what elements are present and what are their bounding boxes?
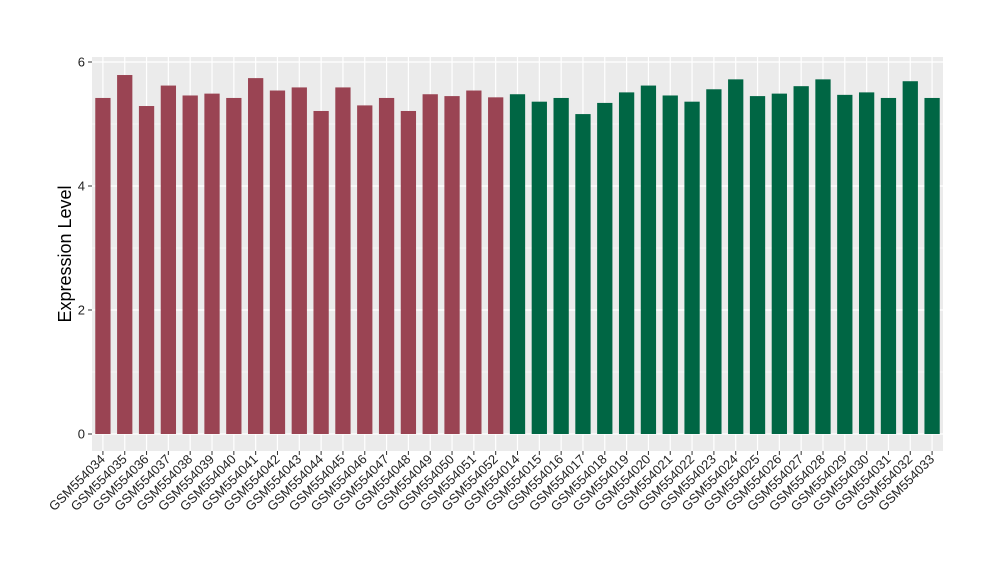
- bar-GSM554035: [117, 75, 133, 435]
- bar-GSM554050: [444, 96, 460, 434]
- bar-GSM554037: [160, 85, 177, 434]
- bar-GSM554046: [357, 105, 373, 435]
- bar-GSM554051: [466, 90, 482, 435]
- bar-GSM554040: [226, 97, 242, 435]
- bar-GSM554048: [400, 110, 417, 434]
- bar-GSM554041: [248, 78, 264, 435]
- bar-GSM554025: [749, 96, 766, 434]
- bar-GSM554026: [771, 93, 787, 435]
- bar-GSM554019: [618, 92, 635, 434]
- bar-GSM554033: [924, 97, 940, 435]
- y-tick-label: 4: [78, 179, 85, 194]
- y-tick-label: 6: [78, 55, 85, 70]
- bar-GSM554047: [378, 97, 395, 435]
- bar-GSM554030: [858, 92, 875, 434]
- bar-GSM554038: [182, 95, 198, 434]
- bar-GSM554034: [95, 97, 111, 435]
- bar-GSM554023: [706, 89, 722, 434]
- bar-GSM554022: [684, 101, 700, 435]
- bar-GSM554039: [204, 93, 220, 435]
- bar-GSM554027: [793, 86, 809, 435]
- bar-GSM554032: [902, 81, 918, 434]
- bar-GSM554042: [269, 90, 286, 435]
- bar-GSM554043: [291, 87, 307, 435]
- bar-GSM554021: [662, 95, 678, 434]
- x-axis: GSM554034GSM554035GSM554036GSM554037GSM5…: [46, 451, 937, 514]
- bar-GSM554052: [488, 97, 504, 434]
- bar-GSM554020: [640, 85, 657, 434]
- bars: [95, 75, 940, 435]
- bar-GSM554049: [422, 94, 438, 435]
- bar-GSM554036: [138, 106, 155, 435]
- y-tick-label: 0: [78, 427, 85, 442]
- bar-GSM554018: [597, 102, 613, 435]
- bar-GSM554017: [575, 114, 591, 434]
- bar-GSM554014: [509, 94, 526, 435]
- bar-GSM554024: [728, 79, 744, 435]
- bar-GSM554028: [815, 79, 831, 435]
- y-tick-label: 2: [78, 303, 85, 318]
- y-axis-title: Expression Level: [55, 185, 75, 322]
- bar-GSM554031: [880, 97, 897, 435]
- bar-GSM554044: [313, 110, 329, 434]
- bar-GSM554016: [553, 97, 569, 435]
- bar-GSM554029: [837, 94, 853, 435]
- bar-GSM554015: [531, 101, 547, 435]
- bar-GSM554045: [335, 87, 351, 435]
- y-axis: 0 2 4 6: [78, 55, 92, 442]
